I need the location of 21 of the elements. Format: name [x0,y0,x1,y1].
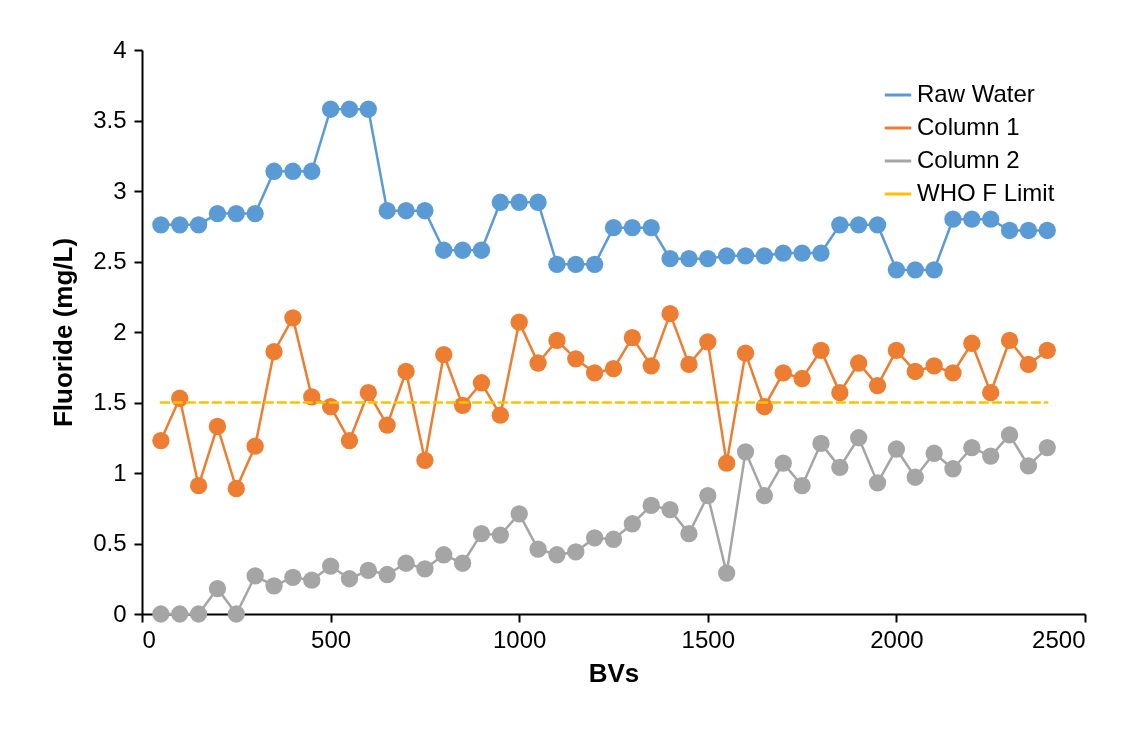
y-tick-label: 1 [113,458,127,486]
y-tick-label: 3.5 [93,106,127,133]
x-tick-label: 2000 [870,625,924,653]
y-tick-label: 3 [113,176,127,204]
x-tick-label: 1000 [493,625,547,653]
y-axis-title: Fluoride (mg/L) [48,237,79,428]
legend-label: Column 1 [917,113,1020,140]
x-tick-label: 0 [142,625,156,653]
x-tick-label: 2500 [1032,625,1086,653]
x-axis-title: BVs [588,657,640,688]
y-tick-label: 4 [113,35,127,63]
legend-label: WHO F Limit [917,179,1055,206]
y-tick-label: 2.5 [93,247,127,274]
legend-label: Raw Water [917,80,1035,107]
y-tick-label: 1.5 [93,388,127,415]
y-tick-label: 0 [113,599,127,627]
x-tick-label: 1500 [681,625,735,653]
x-tick-label: 500 [311,625,352,653]
legend-label: Column 2 [917,146,1020,173]
y-tick-label: 0.5 [93,529,127,556]
y-tick-label: 2 [113,317,127,345]
